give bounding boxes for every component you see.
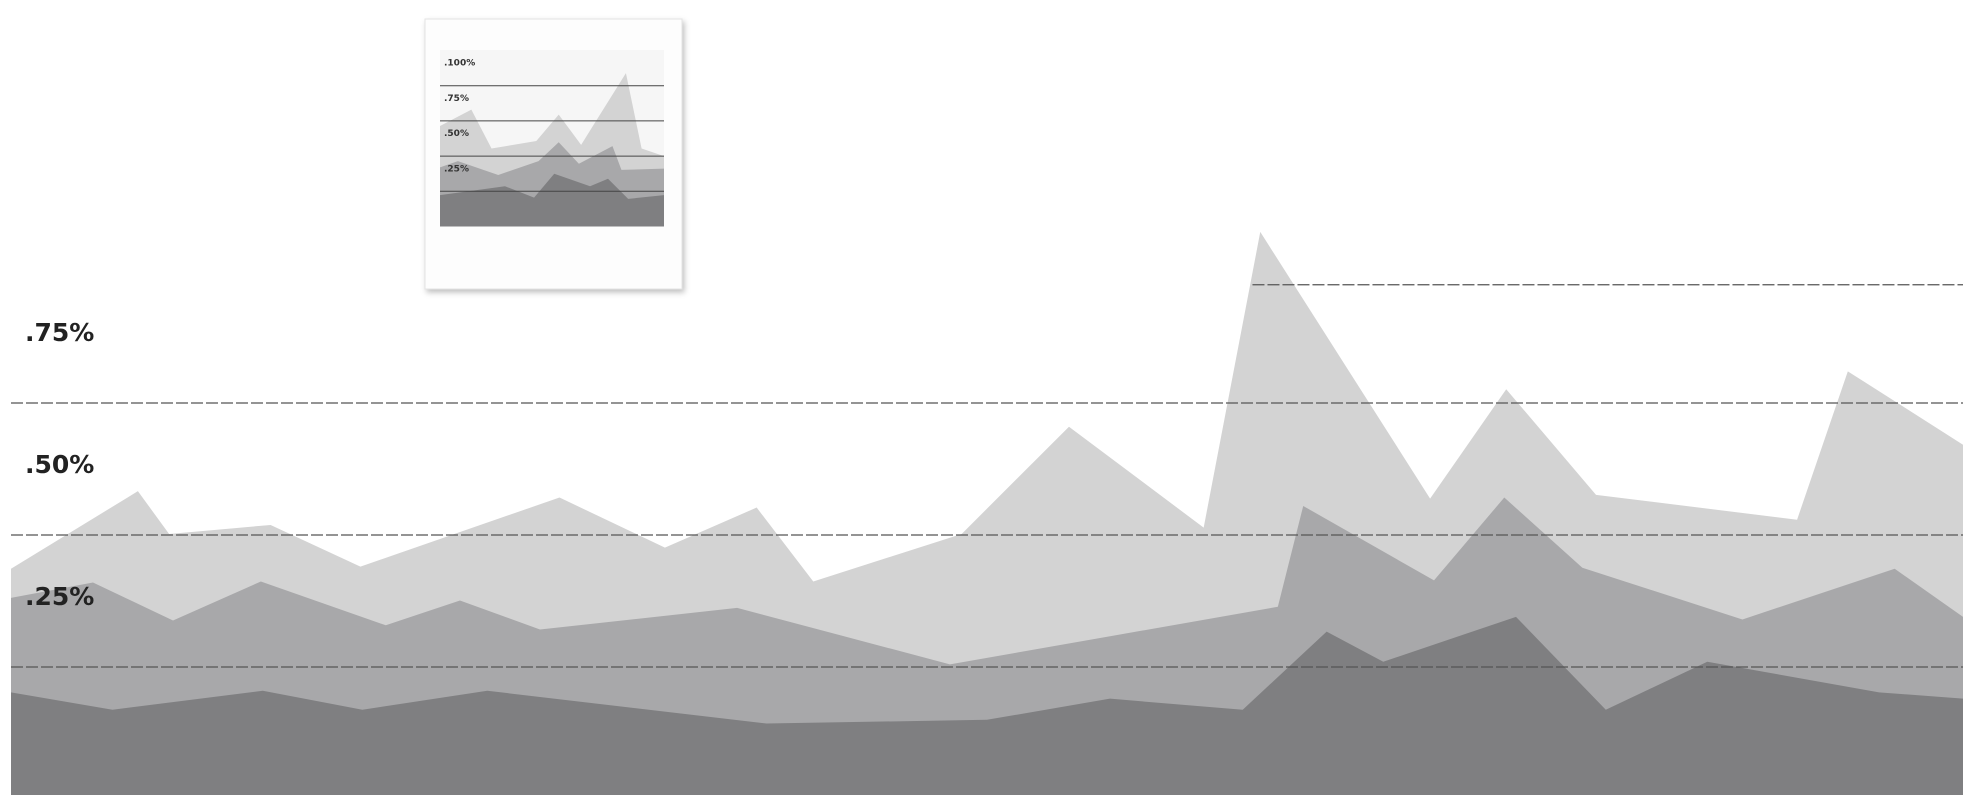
thumbnail-chart: .25% .50% .75% .100% <box>440 59 664 227</box>
y-tick-label: .50% <box>25 450 94 479</box>
area <box>440 173 664 227</box>
y-tick-label: .100% <box>444 59 475 69</box>
area <box>11 616 1963 795</box>
y-tick-label: .25% <box>25 582 94 611</box>
y-tick-label: .50% <box>444 129 469 139</box>
y-tick-label: .75% <box>444 94 469 104</box>
main-chart: .25% .50% .75% <box>11 231 1963 795</box>
y-tick-label: .25% <box>444 164 469 174</box>
y-tick-label: .75% <box>25 318 94 347</box>
